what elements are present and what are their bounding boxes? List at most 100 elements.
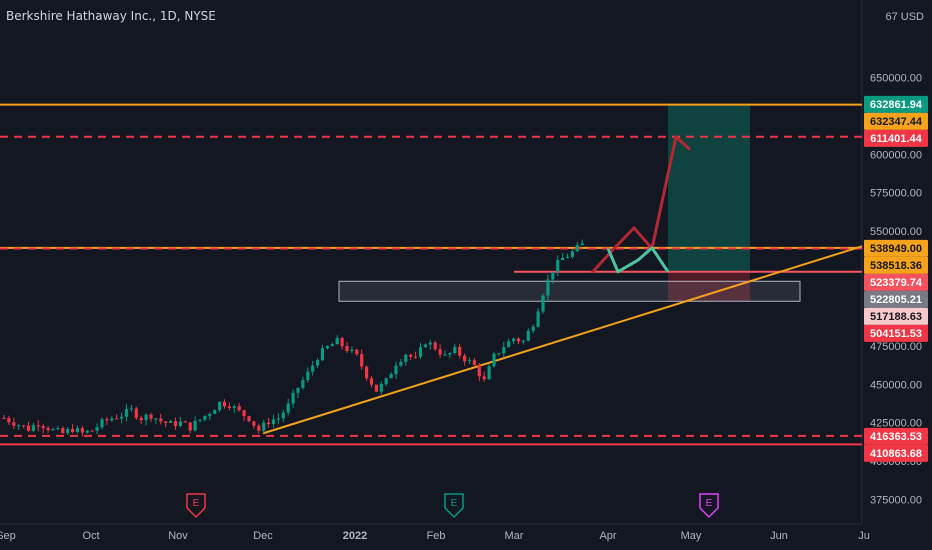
candle-body — [487, 366, 491, 380]
price-tag-label: 517188.63 — [870, 311, 922, 323]
candle-body — [438, 349, 442, 355]
candle-body — [418, 347, 423, 357]
candle-body — [316, 360, 320, 366]
candle-body — [134, 408, 138, 418]
candle-body — [7, 418, 11, 423]
candle-body — [570, 251, 574, 257]
candle-body — [115, 418, 119, 420]
price-tag — [864, 273, 928, 291]
candle-body — [374, 384, 378, 392]
candle-body — [507, 341, 511, 348]
candle-body — [340, 337, 344, 347]
price-tag — [864, 239, 928, 257]
x-tick-label: Ju — [858, 530, 870, 542]
candle-body — [335, 337, 339, 345]
candle-body — [271, 419, 276, 425]
candle-body — [2, 418, 6, 420]
candle-body — [384, 378, 388, 384]
candle-body — [345, 346, 349, 352]
candle-body — [365, 366, 369, 379]
price-tag — [864, 256, 928, 274]
candle-body — [546, 279, 550, 296]
candle-body — [414, 356, 418, 358]
candle-body — [22, 425, 26, 427]
candle-body — [448, 352, 452, 355]
candle-body — [208, 413, 212, 416]
candle-body — [516, 338, 521, 342]
candle-body — [188, 422, 192, 431]
earnings-marker-letter: E — [193, 498, 200, 509]
candle-body — [350, 349, 354, 352]
candle-body — [178, 421, 182, 427]
x-tick-label: May — [681, 530, 702, 542]
candle-body — [369, 378, 374, 385]
x-tick-label: Apr — [599, 530, 616, 542]
y-tick-label: 425000.00 — [870, 418, 922, 430]
candle-body — [389, 374, 393, 379]
x-tick-label: Dec — [253, 530, 273, 542]
candle-body — [100, 419, 104, 428]
earnings-marker-icon — [699, 493, 719, 519]
candle-body — [237, 406, 241, 411]
price-tag — [864, 112, 928, 130]
y-tick-label: 375000.00 — [870, 494, 922, 506]
candle-body — [193, 420, 197, 431]
candle-body — [311, 365, 315, 372]
candle-body — [565, 256, 570, 259]
candle-body — [360, 354, 364, 367]
candle-body — [561, 258, 565, 261]
candle-body — [404, 354, 408, 362]
price-tag-label: 504151.53 — [870, 328, 922, 340]
candle-body — [252, 421, 256, 426]
y-tick-label: 600000.00 — [870, 149, 922, 161]
candle-body — [36, 425, 40, 427]
earnings-marker-icon — [186, 493, 206, 519]
price-tag — [864, 307, 928, 325]
candle-body — [281, 412, 285, 419]
price-tag — [864, 324, 928, 342]
candle-body — [46, 428, 50, 431]
x-tick-label: Feb — [427, 530, 446, 542]
candle-body — [247, 416, 251, 422]
candle-body — [267, 422, 271, 425]
y-tick-label: 450000.00 — [870, 379, 922, 391]
candle-body — [551, 271, 555, 280]
candle-body — [291, 392, 295, 404]
candle-body — [213, 410, 217, 414]
candle-body — [575, 245, 579, 252]
price-tag-label: 538949.00 — [870, 243, 922, 255]
candle-body — [169, 421, 173, 423]
x-tick-label: Oct — [82, 530, 99, 542]
candle-body — [433, 342, 437, 350]
price-tag-label: 632347.44 — [870, 116, 923, 128]
candle-body — [144, 414, 148, 421]
candle-body — [164, 421, 168, 423]
position-stop-zone — [668, 272, 750, 302]
candle-body — [232, 406, 236, 409]
candle-body — [262, 422, 266, 431]
candle-body — [467, 360, 472, 362]
price-tag-label: 611401.44 — [870, 133, 922, 145]
candle-body — [66, 428, 70, 434]
candle-body — [482, 376, 486, 380]
x-tick-label: Jun — [770, 530, 788, 542]
position-target-zone — [668, 103, 750, 273]
candle-body — [355, 349, 359, 355]
candle-body — [222, 401, 227, 407]
candle-body — [580, 243, 584, 246]
candle-body — [149, 414, 153, 419]
candle-body — [409, 354, 413, 357]
candle-body — [105, 419, 109, 421]
candle-body — [492, 353, 496, 367]
price-tag-label: 538518.36 — [870, 260, 922, 272]
y-tick-label: 650000.00 — [870, 73, 922, 85]
x-tick-label: Nov — [168, 530, 188, 542]
candle-body — [71, 428, 75, 433]
candle-body — [12, 422, 16, 426]
candle-body — [325, 346, 329, 349]
projection-green-path — [606, 246, 670, 274]
candle-body — [379, 383, 383, 392]
candle-body — [296, 387, 300, 393]
candle-body — [154, 418, 158, 420]
